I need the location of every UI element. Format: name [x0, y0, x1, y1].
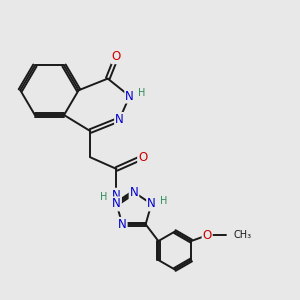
- Text: H: H: [138, 88, 146, 98]
- Text: N: N: [125, 90, 134, 103]
- Text: N: N: [147, 197, 156, 210]
- Text: O: O: [202, 229, 212, 242]
- Text: H: H: [100, 192, 107, 202]
- Text: N: N: [112, 197, 121, 210]
- Text: O: O: [112, 50, 121, 63]
- Text: CH₃: CH₃: [233, 230, 251, 240]
- Text: N: N: [130, 186, 138, 199]
- Text: N: N: [112, 189, 121, 202]
- Text: N: N: [118, 218, 127, 231]
- Text: N: N: [115, 113, 124, 126]
- Text: O: O: [138, 151, 147, 164]
- Text: H: H: [160, 196, 167, 206]
